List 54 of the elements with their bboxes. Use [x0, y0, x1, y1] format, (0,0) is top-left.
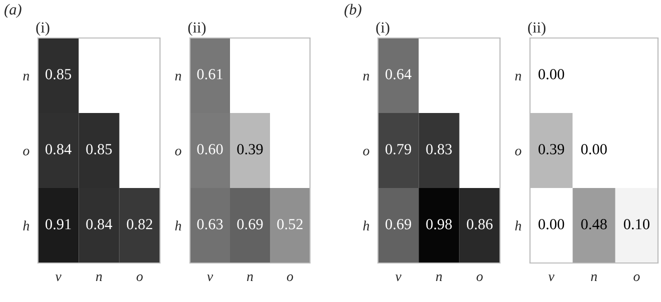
data-label: 0.48 — [581, 219, 607, 230]
data-label: 0.10 — [624, 219, 650, 230]
x-tick-label: o — [634, 274, 640, 282]
x-tick-label: v — [395, 274, 402, 282]
y-tick-label: o — [363, 148, 370, 156]
y-tick-label: o — [515, 148, 522, 156]
y-tick-label: h — [515, 220, 522, 230]
data-label: 0.61 — [197, 69, 222, 80]
x-tick-label: o — [136, 274, 143, 282]
x-tick-label: v — [55, 274, 62, 282]
chart-title: (ii) — [528, 22, 546, 36]
data-label: 0.64 — [386, 69, 412, 80]
x-tick-label: n — [591, 274, 597, 281]
x-tick-label: o — [286, 274, 294, 282]
x-tick-label: n — [436, 274, 442, 281]
y-tick-label: n — [23, 74, 30, 80]
data-label: 0.82 — [126, 219, 152, 230]
y-tick-label: h — [175, 220, 182, 230]
data-label: 0.98 — [426, 219, 452, 230]
chart-title: (i) — [36, 22, 50, 36]
chart-title: (i) — [376, 22, 390, 36]
data-label: 0.60 — [197, 144, 223, 154]
y-tick-label: h — [23, 220, 30, 230]
data-label: 0.69 — [386, 219, 412, 230]
chart-title: (ii) — [188, 22, 206, 36]
y-tick-label: o — [175, 148, 182, 156]
y-tick-label: n — [175, 74, 182, 80]
text: (a) — [4, 4, 22, 18]
x-tick-label: o — [476, 274, 483, 282]
data-label: 0.39 — [237, 144, 263, 154]
data-label: 0.63 — [197, 219, 223, 230]
x-tick-label: v — [207, 274, 214, 282]
data-label: 0.69 — [237, 219, 263, 230]
y-tick-label: h — [363, 220, 370, 230]
data-label: 0.91 — [46, 219, 71, 230]
data-label: 0.86 — [466, 219, 493, 230]
y-tick-label: o — [23, 148, 30, 156]
data-label: 0.00 — [538, 69, 564, 80]
data-label: 0.52 — [277, 219, 303, 230]
data-label: 0.00 — [538, 219, 564, 230]
data-label: 0.85 — [46, 69, 72, 80]
data-label: 0.83 — [426, 144, 452, 154]
y-tick-label: n — [363, 74, 370, 80]
data-label: 0.84 — [86, 219, 112, 230]
y-tick-label: n — [515, 74, 522, 80]
data-label: 0.79 — [386, 144, 412, 154]
x-tick-label: n — [247, 274, 253, 281]
data-label: 0.84 — [46, 144, 72, 154]
x-tick-label: n — [96, 274, 102, 281]
x-tick-label: v — [548, 274, 554, 282]
data-label: 0.39 — [538, 144, 564, 154]
data-label: 0.00 — [581, 144, 607, 154]
data-label: 0.85 — [86, 144, 112, 154]
text: (b) — [344, 4, 362, 18]
